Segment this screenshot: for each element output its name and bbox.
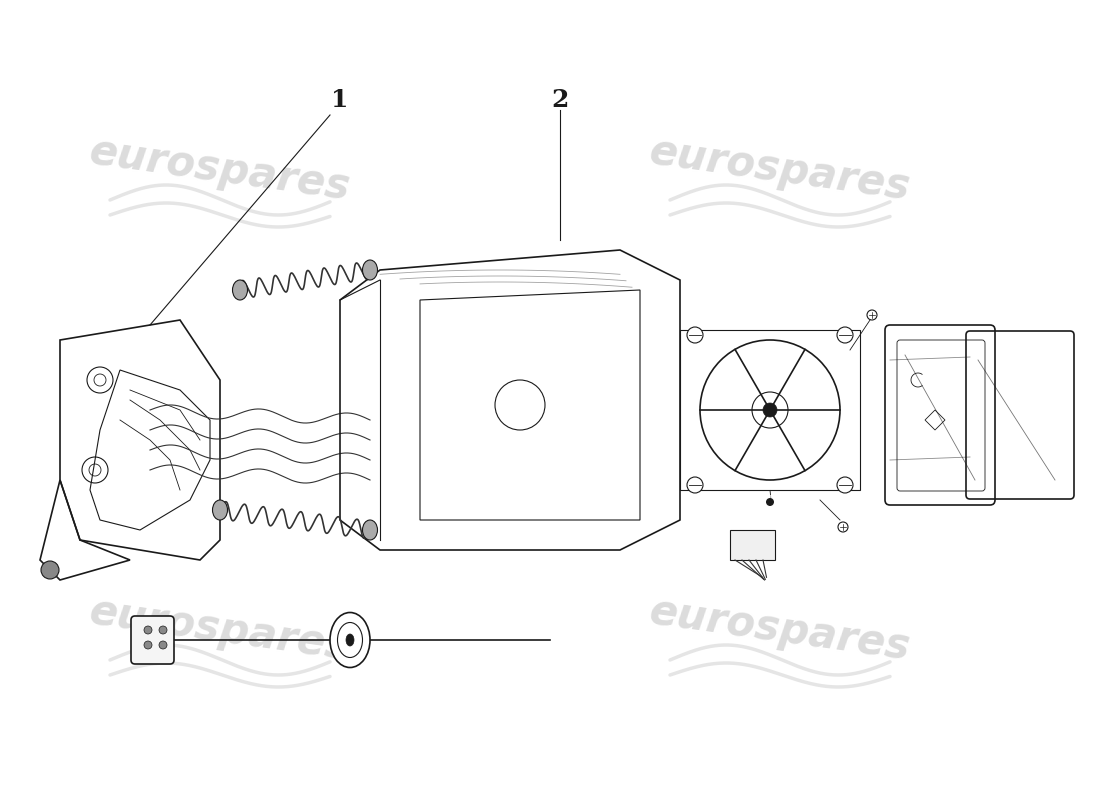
Text: 1: 1 xyxy=(331,88,349,112)
Ellipse shape xyxy=(212,500,228,520)
Ellipse shape xyxy=(232,280,248,300)
Text: 2: 2 xyxy=(551,88,569,112)
Circle shape xyxy=(688,477,703,493)
Circle shape xyxy=(837,477,852,493)
FancyBboxPatch shape xyxy=(730,530,776,560)
Circle shape xyxy=(688,327,703,343)
Ellipse shape xyxy=(363,260,377,280)
Circle shape xyxy=(144,626,152,634)
Ellipse shape xyxy=(346,634,354,646)
Text: eurospares: eurospares xyxy=(87,591,353,669)
FancyBboxPatch shape xyxy=(131,616,174,664)
Circle shape xyxy=(160,641,167,649)
Circle shape xyxy=(766,498,774,506)
Circle shape xyxy=(837,327,852,343)
Text: eurospares: eurospares xyxy=(647,591,913,669)
Circle shape xyxy=(160,626,167,634)
Circle shape xyxy=(763,403,777,417)
Circle shape xyxy=(144,641,152,649)
Circle shape xyxy=(41,561,59,579)
Text: eurospares: eurospares xyxy=(87,131,353,209)
Ellipse shape xyxy=(363,520,377,540)
Ellipse shape xyxy=(330,613,370,667)
Text: eurospares: eurospares xyxy=(647,131,913,209)
